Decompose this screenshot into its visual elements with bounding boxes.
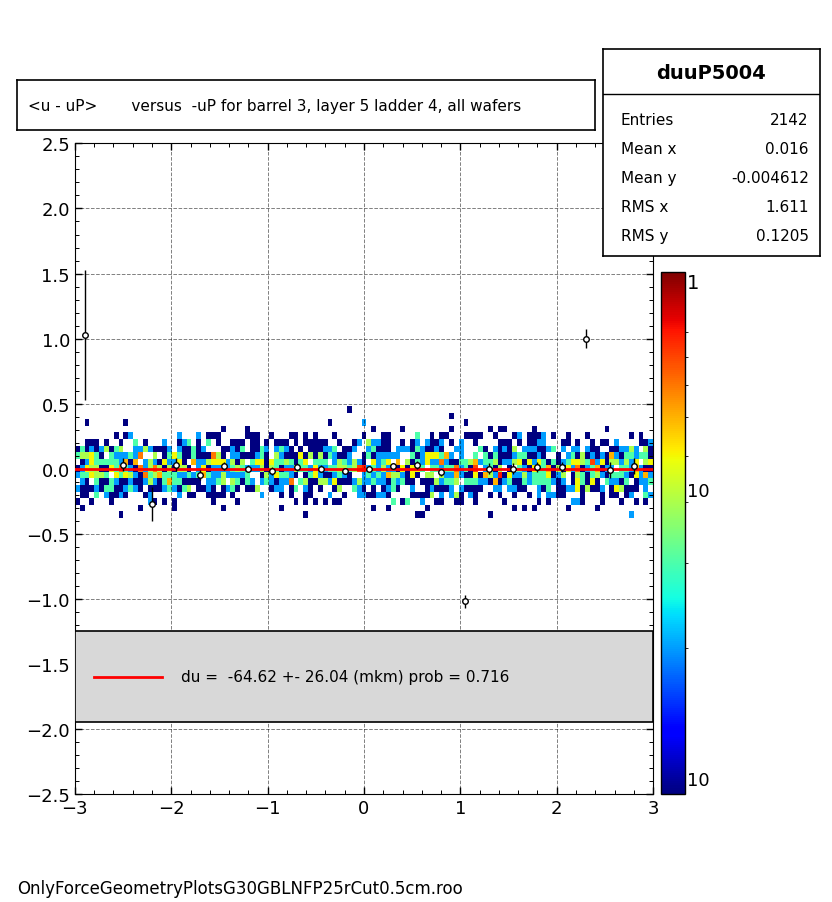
Text: RMS y: RMS y: [621, 229, 668, 244]
Text: 2142: 2142: [770, 113, 809, 128]
Text: 0.1205: 0.1205: [755, 229, 809, 244]
Text: 10: 10: [687, 771, 710, 789]
Text: Entries: Entries: [621, 113, 674, 128]
Text: -0.004612: -0.004612: [730, 170, 809, 186]
Text: 1: 1: [687, 273, 700, 293]
Text: Mean y: Mean y: [621, 170, 676, 186]
Text: RMS x: RMS x: [621, 199, 668, 215]
Text: duuP5004: duuP5004: [656, 64, 766, 83]
Text: 0.016: 0.016: [765, 142, 809, 157]
Text: 10: 10: [687, 483, 710, 501]
Text: 1.611: 1.611: [765, 199, 809, 215]
Bar: [75, 631, 653, 723]
Text: Mean x: Mean x: [621, 142, 676, 157]
Text: OnlyForceGeometryPlotsG30GBLNFP25rCut0.5cm.roo: OnlyForceGeometryPlotsG30GBLNFP25rCut0.5…: [17, 879, 463, 897]
Text: <u - uP>       versus  -uP for barrel 3, layer 5 ladder 4, all wafers: <u - uP> versus -uP for barrel 3, layer …: [28, 98, 522, 114]
Text: du =  -64.62 +- 26.04 (mkm) prob = 0.716: du = -64.62 +- 26.04 (mkm) prob = 0.716: [181, 669, 509, 685]
